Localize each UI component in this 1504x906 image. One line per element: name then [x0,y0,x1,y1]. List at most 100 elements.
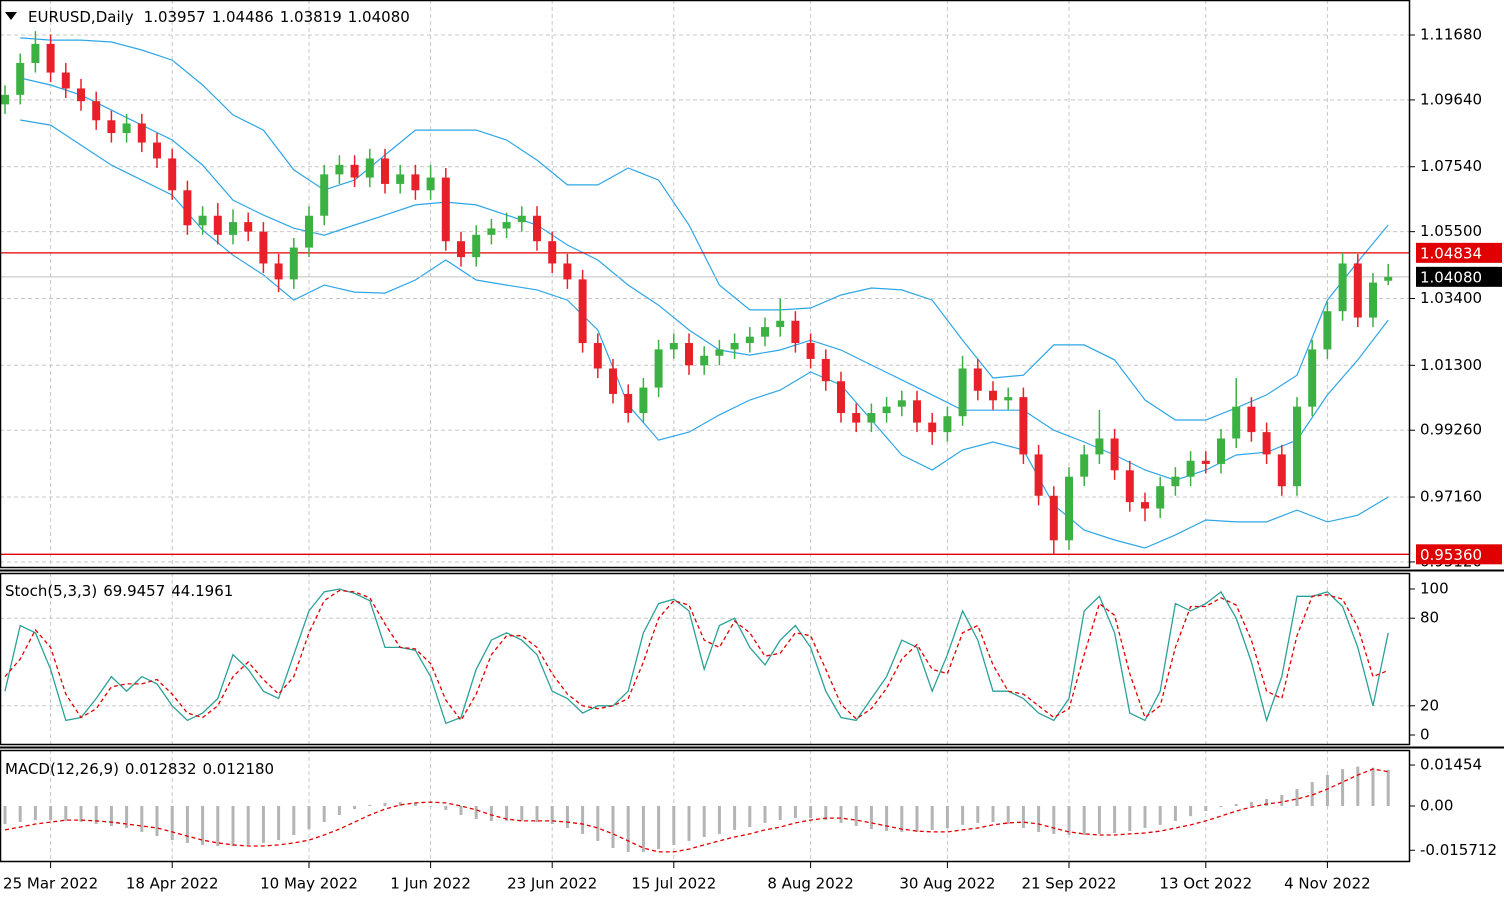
candle-body [16,63,25,95]
candle-body [1201,460,1210,464]
candle-body [198,215,207,226]
macd-bar [520,806,524,821]
bollinger-lower [20,119,1389,549]
macd-bar [1143,806,1147,828]
stoch-line [4,589,1389,722]
candle-body [745,336,754,344]
candle-body [685,343,693,366]
candle-body [61,72,70,89]
candle-body [837,381,845,414]
macd-bar [413,802,417,806]
macd-bar [322,806,326,823]
candle-body [1110,438,1119,471]
x-tick-label: 23 Jun 2022 [507,875,597,893]
candle-body [457,241,465,258]
candle-body [578,279,587,344]
y-tick-label: 1.07540 [1420,157,1482,175]
candle-body [411,174,420,191]
macd-bar [824,806,828,821]
candle-body [1323,311,1332,350]
macd-bar [1128,806,1132,832]
candle-body [639,387,648,414]
macd-bar [565,806,569,828]
panel-border [0,749,1411,863]
menu-triangle[interactable] [5,12,17,20]
y-tick-label: 1.05500 [1420,222,1482,240]
candle-body [426,177,435,191]
candle-body [487,228,496,235]
bollinger-middle [20,77,1389,481]
candle-body [229,222,237,235]
candle-body [669,343,678,350]
candle-body [548,241,557,264]
macd-bar [657,806,661,850]
macd-bar [444,806,448,810]
macd-bar [869,806,873,830]
candle-body [609,368,617,394]
y-tick-label: 80 [1420,609,1439,627]
price-label: 1.04080 [1420,268,1482,286]
macd-bar [170,806,174,841]
macd-bar [277,806,281,841]
candle-body [1293,406,1301,487]
macd-bar [626,806,630,852]
candle-body [1065,476,1073,541]
macd-bar [489,806,493,821]
macd-bar [672,806,676,845]
level-label: 1.04834 [1420,244,1482,262]
macd-bar [1204,806,1208,812]
macd-bar [292,806,296,836]
macd-bar [383,802,387,806]
candle-body [989,390,997,401]
x-tick-label: 15 Jul 2022 [631,875,716,893]
candle-body [289,247,298,280]
y-tick-label: 20 [1420,696,1439,714]
macd-bar [1310,782,1314,806]
macd-bar [991,806,995,823]
candle-body [776,320,785,328]
macd-bar [155,806,159,837]
candle-body [441,177,450,242]
macd-bar [1158,806,1162,825]
candle-body [335,164,344,175]
candle-body [502,222,511,229]
macd-bar [748,806,752,828]
indicator-header: MACD(12,26,9) 0.012832 0.012180 [5,760,274,778]
y-tick-label: 1.11680 [1420,26,1482,44]
macd-signal [4,768,1389,853]
level-label-box [1416,242,1502,263]
candle-body [867,413,876,423]
candle-body [852,413,861,423]
macd-bar [550,806,554,825]
candle-body [77,88,85,102]
ohlc-value: 1.04080 [348,8,410,26]
candle-body [244,222,253,232]
macd-bar [1113,806,1117,834]
macd-bar [505,806,509,821]
macd-bar [1295,789,1299,806]
candle-body [1369,282,1377,318]
y-tick-label: 0.01454 [1420,756,1482,774]
candle-body [1141,502,1149,509]
macd-bar [18,806,22,823]
x-tick-label: 25 Mar 2022 [3,875,98,893]
macd-bar [839,806,843,823]
candle-body [1308,349,1317,407]
macd-bar [1265,798,1269,806]
macd-bar [900,806,904,832]
macd-bar [1006,806,1010,825]
macd-bar [1234,804,1238,806]
x-tick-label: 13 Oct 2022 [1159,875,1252,893]
candle-body [1095,438,1104,455]
candle-body [1049,495,1058,541]
macd-bar [976,806,980,823]
candle-body [122,123,131,134]
y-tick-label: 100 [1420,580,1449,598]
candle-body [396,174,405,184]
candle-body [183,190,192,226]
macd-bar [216,806,220,846]
candle-body [1217,438,1225,464]
candle-body [1262,432,1271,455]
macd-bar [109,806,113,826]
x-tick-label: 30 Aug 2022 [899,875,995,893]
